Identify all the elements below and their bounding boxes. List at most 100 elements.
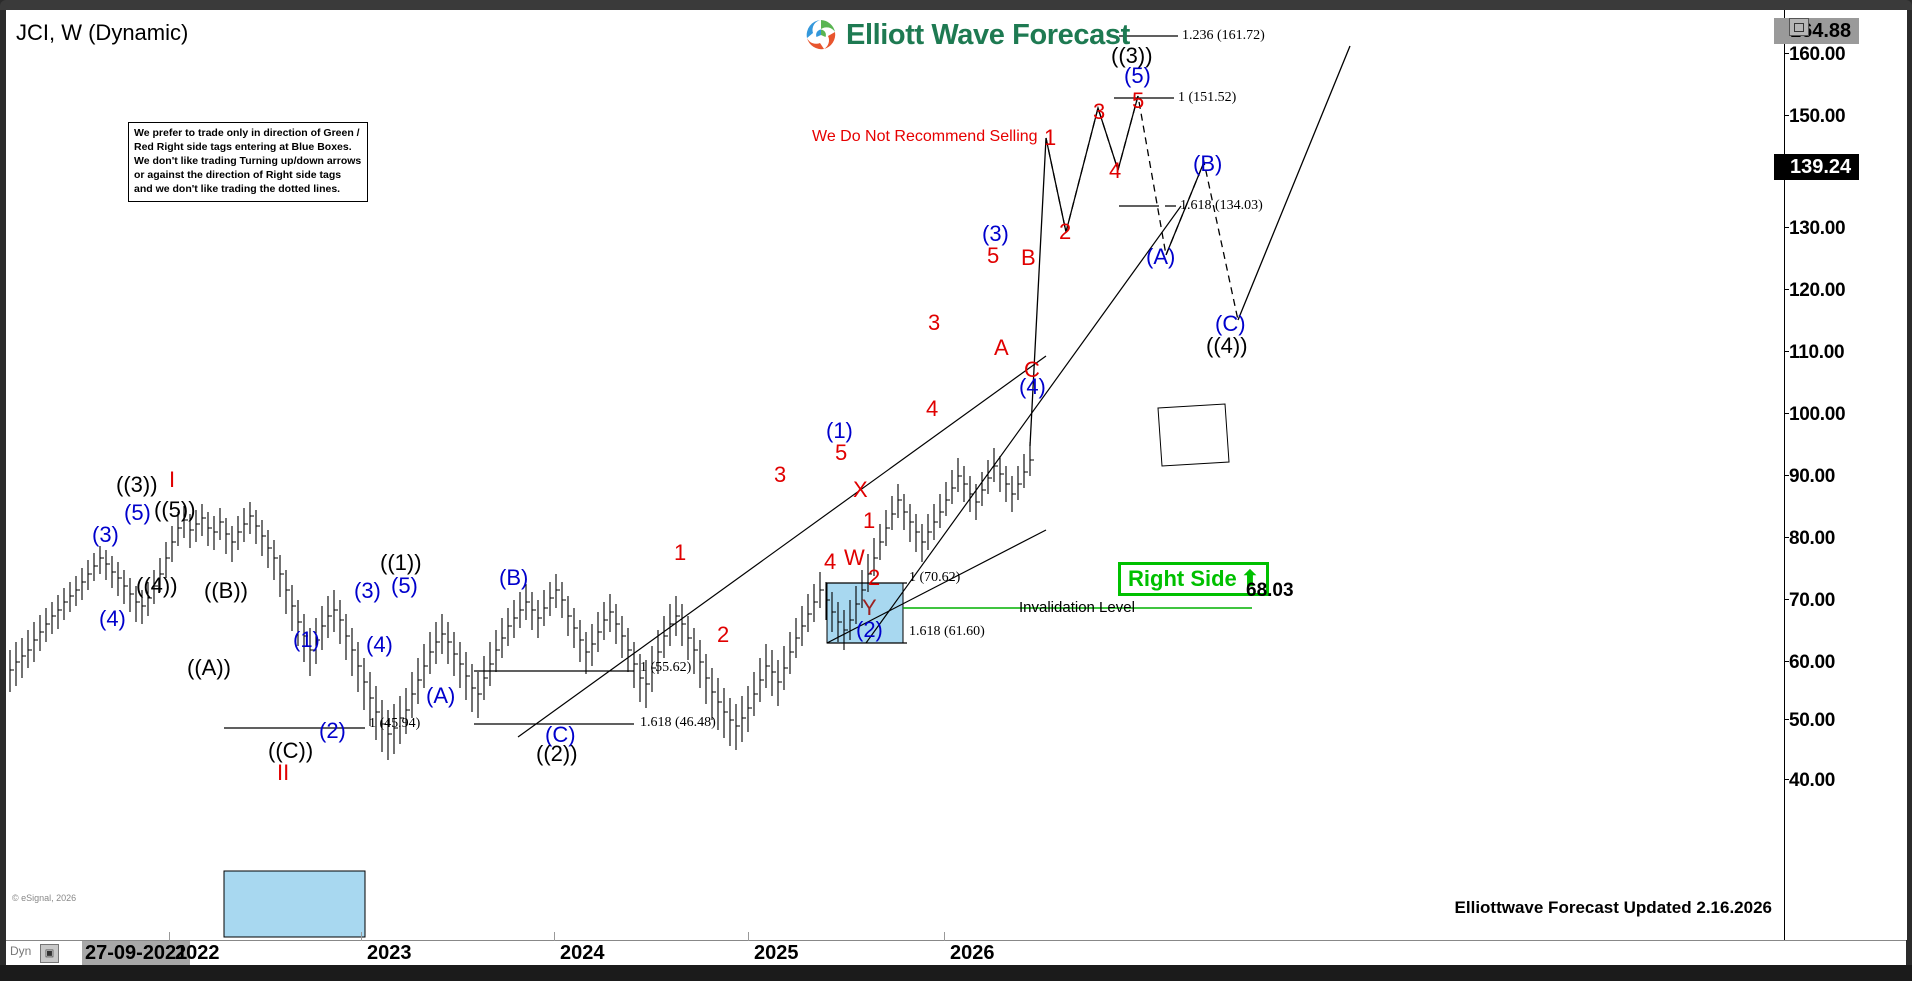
price-tick-mark bbox=[1784, 413, 1789, 414]
wave-label: 5 bbox=[835, 440, 848, 465]
wave-label: (B) bbox=[499, 565, 529, 590]
price-high-badge: 164.88 bbox=[1774, 18, 1860, 44]
forecast-path bbox=[1029, 45, 1351, 447]
wave-label: (3) bbox=[354, 578, 381, 603]
dyn-toggle-icon[interactable]: ▣ bbox=[40, 944, 59, 963]
wave-label: (2) bbox=[856, 617, 883, 642]
date-tick-mark bbox=[748, 932, 749, 941]
wave-label: 5 bbox=[987, 243, 1000, 268]
wave-label: ((5)) bbox=[154, 497, 196, 522]
wave-label: W bbox=[844, 545, 865, 570]
wave-label: 4 bbox=[1109, 158, 1122, 183]
price-tick-mark bbox=[1784, 115, 1789, 116]
wave-label: 2 bbox=[1059, 219, 1072, 244]
symbol-title: JCI, W (Dynamic) bbox=[16, 20, 189, 45]
forecast-final-rally bbox=[1237, 45, 1351, 321]
window-titlebar bbox=[0, 0, 1912, 10]
right-side-label: Right Side bbox=[1128, 566, 1237, 591]
date-tick-label: 2023 bbox=[367, 942, 412, 964]
no-selling-annotation: We Do Not Recommend Selling bbox=[812, 128, 1038, 145]
wave-label: C bbox=[1024, 357, 1040, 382]
price-tick-mark bbox=[1784, 661, 1789, 662]
invalidation-price: 68.03 bbox=[1246, 580, 1294, 601]
trendline-lower bbox=[826, 529, 1047, 644]
wave-label: (5) bbox=[124, 500, 151, 525]
wave-label: 4 bbox=[824, 549, 837, 574]
date-axis[interactable]: Dyn ▣ 27-09-2021 2022 2023 2024 2025 2026 bbox=[6, 932, 1906, 966]
wave-label: (1) bbox=[293, 627, 320, 652]
wave-label: ((4)) bbox=[136, 573, 178, 598]
price-tick-label: 70.00 bbox=[1789, 590, 1836, 611]
price-axis[interactable]: 164.88 139.24 160.00 150.00 130.00 120.00 11… bbox=[1774, 10, 1907, 940]
plot-region[interactable]: JCI, W (Dynamic) Elliott Wave Forecast W… bbox=[6, 10, 1784, 940]
wave-label: 5 bbox=[1132, 88, 1145, 113]
forecast-abc-path bbox=[1165, 161, 1205, 256]
wave-label: ((1)) bbox=[380, 550, 422, 575]
fib-label-1-5562: 1 (55.62) bbox=[640, 660, 692, 675]
consolidation-box bbox=[1157, 403, 1230, 467]
wave-label: 3 bbox=[928, 310, 941, 335]
price-tick-mark bbox=[1784, 53, 1789, 54]
fib-label-1-151: 1 (151.52) bbox=[1178, 90, 1237, 105]
price-tick-label: 100.00 bbox=[1789, 404, 1846, 425]
crosshair-date-badge: 27-09-2021 bbox=[82, 941, 191, 965]
price-tick-label: 150.00 bbox=[1789, 106, 1846, 127]
wave-label: II bbox=[277, 760, 290, 785]
fib-label-1-7062: 1 (70.62) bbox=[909, 570, 961, 585]
wave-label: ((A)) bbox=[187, 655, 231, 680]
wave-label: (C) bbox=[1215, 311, 1246, 336]
wave-label: (B) bbox=[1193, 151, 1223, 176]
wave-label: 2 bbox=[717, 622, 730, 647]
wave-label: (1) bbox=[826, 418, 853, 443]
last-price-badge: 139.24 bbox=[1774, 154, 1860, 180]
price-tick-mark bbox=[1784, 289, 1789, 290]
wave-label: ((B)) bbox=[204, 578, 248, 603]
wave-label: 3 bbox=[1093, 99, 1106, 124]
copyright-note: © eSignal, 2026 bbox=[12, 893, 77, 903]
right-side-badge[interactable]: Right Side ⬆ bbox=[1118, 562, 1270, 596]
fib-label-1236: 1.236 (161.72) bbox=[1182, 28, 1265, 43]
wave-label: (C) bbox=[545, 722, 576, 747]
wave-label: (4) bbox=[366, 632, 393, 657]
date-tick-label: 2022 bbox=[175, 942, 220, 964]
wave-label: ((2)) bbox=[536, 741, 578, 766]
maximize-icon[interactable] bbox=[1789, 18, 1809, 36]
trading-disclaimer-box: We prefer to trade only in direction of … bbox=[128, 122, 368, 202]
price-tick-mark bbox=[1784, 227, 1789, 228]
wave-label: Y bbox=[862, 595, 877, 620]
wave-label: ((3)) bbox=[116, 472, 158, 497]
fib-label-1618-4648: 1.618 (46.48) bbox=[640, 715, 716, 730]
wave-label: (5) bbox=[1124, 63, 1151, 88]
trendline-major bbox=[517, 355, 1047, 738]
brand-logo: Elliott Wave Forecast bbox=[804, 18, 1130, 52]
price-tick-label: 120.00 bbox=[1789, 280, 1846, 301]
forecast-dashed-correction bbox=[1045, 95, 1239, 321]
chart-canvas[interactable]: JCI, W (Dynamic) Elliott Wave Forecast W… bbox=[6, 10, 1907, 966]
elliott-wave-swirl-icon bbox=[806, 20, 836, 50]
update-footer: Elliottwave Forecast Updated 2.16.2026 bbox=[1454, 898, 1772, 917]
wave-label: ((4)) bbox=[1206, 333, 1248, 358]
wave-label: 1 bbox=[674, 540, 687, 565]
price-tick-label: 110.00 bbox=[1789, 342, 1845, 363]
wave-label: 4 bbox=[926, 396, 939, 421]
price-tick-label: 50.00 bbox=[1789, 710, 1836, 731]
price-tick-mark bbox=[1784, 779, 1789, 780]
wave-label: 1 bbox=[1044, 125, 1057, 150]
fib-label-1618-134: 1.618 (134.03) bbox=[1180, 198, 1263, 213]
wave-label: (2) bbox=[319, 718, 346, 743]
price-tick-label: 80.00 bbox=[1789, 528, 1836, 549]
wave-label: (A) bbox=[1146, 244, 1176, 269]
wave-label: X bbox=[853, 477, 868, 502]
price-tick-label: 90.00 bbox=[1789, 466, 1836, 487]
date-tick-mark bbox=[361, 932, 362, 941]
price-tick-label: 160.00 bbox=[1789, 44, 1846, 65]
wave-label: B bbox=[1021, 245, 1036, 270]
ohlc-bars bbox=[9, 442, 1034, 760]
fib-label-1618-6160: 1.618 (61.60) bbox=[909, 624, 985, 639]
price-tick-label: 40.00 bbox=[1789, 770, 1836, 791]
wave-label: (4) bbox=[1019, 374, 1046, 399]
price-tick-mark bbox=[1784, 719, 1789, 720]
dyn-label: Dyn bbox=[10, 944, 32, 958]
up-arrow-icon: ⬆ bbox=[1240, 566, 1260, 591]
